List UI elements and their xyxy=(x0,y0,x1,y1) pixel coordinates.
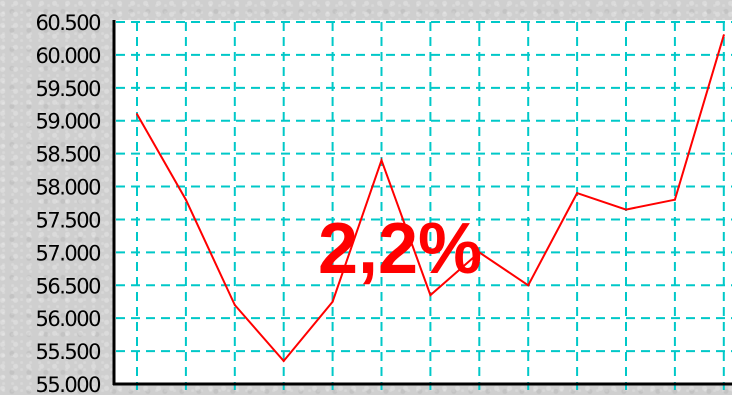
grid xyxy=(116,21,732,390)
y-tick-label: 56.500 xyxy=(36,274,101,298)
data-point xyxy=(184,198,187,201)
y-tick-label: 56.000 xyxy=(36,307,101,331)
data-point xyxy=(722,34,725,37)
plot-area-background xyxy=(113,20,732,385)
series xyxy=(136,34,725,363)
data-point xyxy=(527,284,530,287)
y-tick-label: 59.000 xyxy=(36,110,101,134)
data-point xyxy=(478,251,481,254)
y-tick-labels: 60.500 60.000 59.500 59.000 58.500 58.000 57.5… xyxy=(36,11,102,395)
y-tick-label: 58.000 xyxy=(36,176,101,200)
data-point xyxy=(136,113,138,116)
y-tick-label: 57.000 xyxy=(36,241,101,265)
data-point xyxy=(673,198,676,201)
data-point xyxy=(576,192,579,195)
data-point xyxy=(429,294,432,297)
axes xyxy=(112,20,732,386)
data-point xyxy=(380,159,383,162)
y-tick-label: 60.000 xyxy=(36,44,101,68)
y-tick-label: 55.500 xyxy=(36,340,101,364)
y-tick-label: 60.500 xyxy=(36,11,101,35)
annotation-label: 2,2% xyxy=(318,209,482,289)
y-tick-label: 58.500 xyxy=(36,143,101,167)
data-point xyxy=(282,359,285,362)
y-tick-label: 57.500 xyxy=(36,208,101,232)
y-tick-label: 55.000 xyxy=(36,373,101,395)
data-point xyxy=(625,208,627,211)
y-tick-label: 59.500 xyxy=(36,77,101,101)
data-point xyxy=(331,300,334,303)
data-point xyxy=(233,304,236,307)
